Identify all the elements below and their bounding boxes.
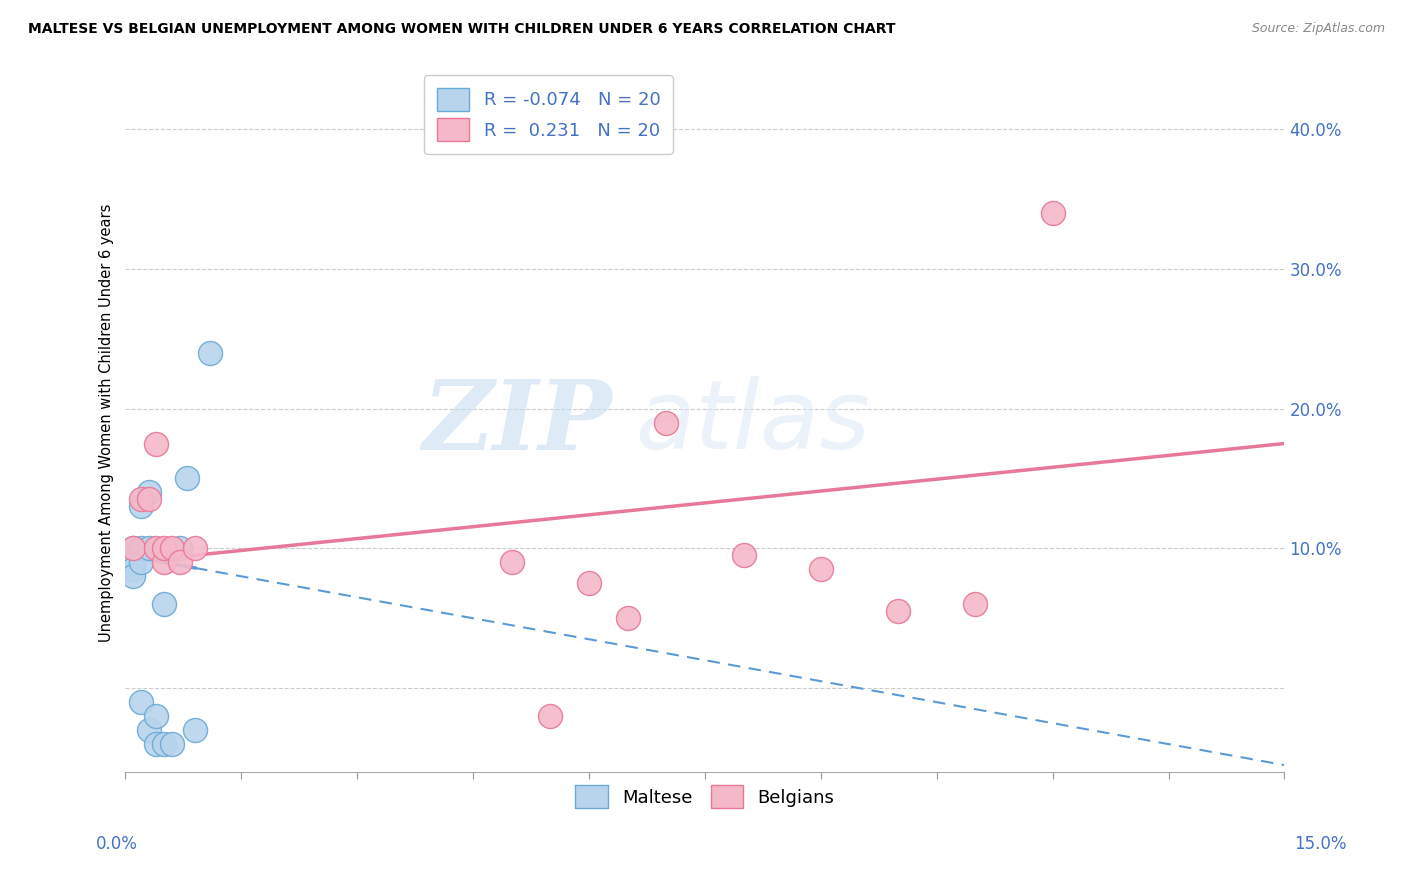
Y-axis label: Unemployment Among Women with Children Under 6 years: Unemployment Among Women with Children U… [100, 203, 114, 641]
Point [184, 541, 207, 556]
Point [733, 549, 755, 563]
Point [578, 576, 600, 591]
Point [160, 541, 183, 556]
Point [160, 737, 183, 751]
Point [184, 723, 207, 738]
Point [138, 723, 160, 738]
Point [169, 555, 191, 569]
Point [122, 562, 145, 576]
Point [616, 611, 638, 625]
Point [538, 709, 561, 723]
Point [145, 737, 167, 751]
Point [153, 541, 176, 556]
Point [176, 471, 198, 485]
Point [200, 345, 222, 359]
Point [655, 416, 678, 430]
Point [153, 597, 176, 611]
Point [122, 541, 145, 556]
Point [129, 500, 152, 514]
Point [138, 485, 160, 500]
Text: 0.0%: 0.0% [96, 835, 138, 853]
Point [153, 737, 176, 751]
Point [153, 555, 176, 569]
Point [145, 709, 167, 723]
Legend: Maltese, Belgians: Maltese, Belgians [568, 778, 842, 815]
Text: atlas: atlas [636, 376, 870, 469]
Point [501, 555, 523, 569]
Point [145, 541, 167, 556]
Point [122, 555, 145, 569]
Text: ZIP: ZIP [423, 376, 612, 469]
Point [129, 492, 152, 507]
Text: Source: ZipAtlas.com: Source: ZipAtlas.com [1251, 22, 1385, 36]
Text: MALTESE VS BELGIAN UNEMPLOYMENT AMONG WOMEN WITH CHILDREN UNDER 6 YEARS CORRELAT: MALTESE VS BELGIAN UNEMPLOYMENT AMONG WO… [28, 22, 896, 37]
Point [129, 695, 152, 709]
Point [122, 569, 145, 583]
Point [138, 541, 160, 556]
Point [1042, 206, 1064, 220]
Point [169, 541, 191, 556]
Point [129, 541, 152, 556]
Point [965, 597, 987, 611]
Point [810, 562, 832, 576]
Point [129, 555, 152, 569]
Point [138, 492, 160, 507]
Text: 15.0%: 15.0% [1295, 835, 1347, 853]
Point [145, 436, 167, 450]
Point [887, 604, 910, 618]
Point [122, 541, 145, 556]
